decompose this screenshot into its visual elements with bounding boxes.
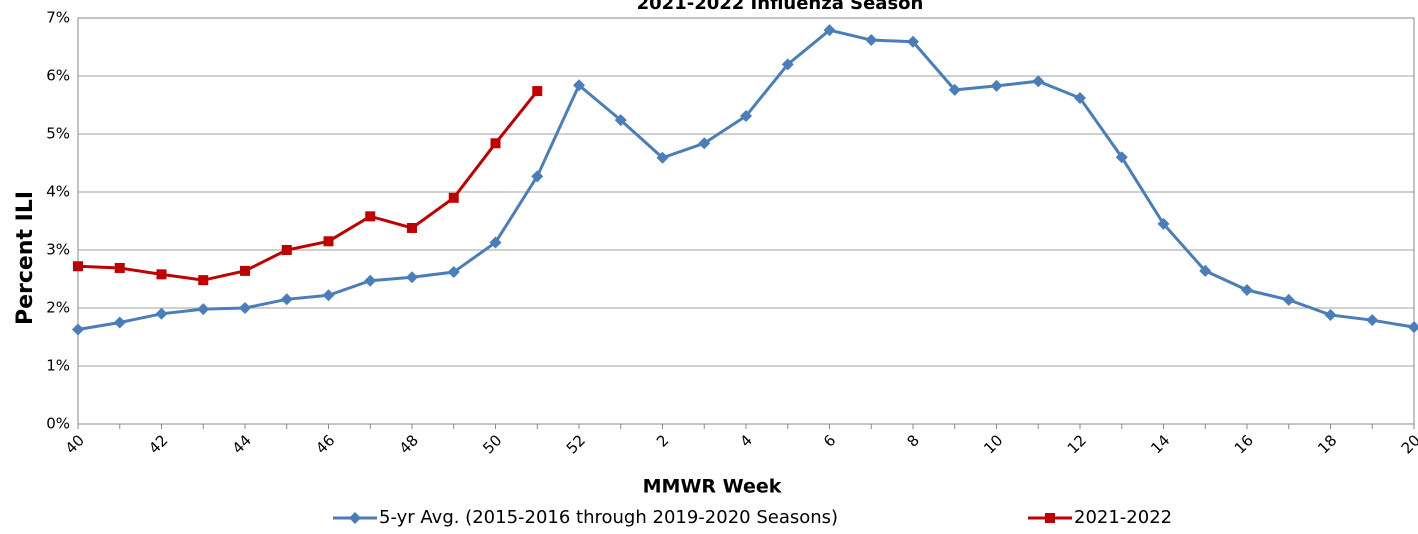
marker [240,265,250,276]
y-tick-label: 6% [46,67,70,85]
marker [1115,151,1128,164]
marker [490,138,501,149]
x-tick-label: 20 [1398,431,1418,457]
x-tick-label: 12 [1064,431,1090,457]
y-tick-label: 3% [46,241,70,259]
marker [823,24,836,37]
x-tick-label: 42 [145,431,171,457]
marker [448,192,459,203]
marker [990,79,1003,92]
chart-title: 2021-2022 Influenza Season [637,0,924,14]
marker [1199,264,1212,277]
marker [948,83,961,96]
marker [323,236,334,247]
marker [281,245,292,255]
marker [1324,308,1337,321]
marker [1045,513,1055,523]
x-tick-label: 50 [479,431,505,457]
marker [614,114,627,127]
marker [656,151,669,164]
x-tick-label: 48 [396,431,422,457]
marker [865,34,878,47]
marker [698,137,711,150]
marker [280,293,293,306]
y-tick-label: 5% [46,125,70,143]
x-tick-label: 10 [980,431,1006,457]
marker [1157,217,1170,230]
y-tick-label: 1% [46,357,70,375]
x-tick-label: 6 [820,431,839,450]
marker [73,261,83,272]
marker [740,110,752,123]
y-tick-label: 7% [46,9,70,27]
marker [406,271,418,284]
marker [907,35,919,48]
y-tick-label: 2% [46,299,70,317]
series-line [77,90,539,282]
y-tick-label: 4% [46,183,70,201]
marker [197,303,210,316]
marker [447,266,460,279]
marker [72,323,84,336]
x-tick-label: 16 [1231,431,1257,457]
marker [1074,92,1086,105]
x-tick-label: 46 [312,431,338,457]
x-tick-label: 18 [1314,431,1340,457]
series-line [77,28,1415,331]
x-tick-label: 44 [229,431,255,457]
marker [113,316,126,329]
x-tick-label: 8 [904,431,923,450]
marker [114,262,125,273]
marker [489,236,502,249]
marker [364,274,377,287]
marker [573,79,585,92]
x-tick-label: 40 [62,431,88,457]
marker [322,289,335,302]
x-tick-label: 4 [737,431,756,450]
marker [531,170,544,183]
x-tick-label: 14 [1147,431,1173,457]
marker [1241,284,1253,297]
x-axis-title: MMWR Week [643,476,782,498]
marker [365,211,376,222]
marker [1282,293,1295,306]
marker [1408,321,1418,334]
marker [198,275,209,286]
y-axis-title: Percent ILI [13,191,38,325]
marker [349,512,361,524]
marker [407,222,417,233]
legend-label: 5-yr Avg. (2015-2016 through 2019-2020 S… [379,507,838,528]
y-tick-label: 0% [46,415,70,433]
marker [239,302,251,314]
x-tick-label: 2 [653,431,672,450]
legend-label: 2021-2022 [1074,507,1172,528]
marker [532,86,543,97]
marker [781,58,794,71]
marker [1032,75,1045,88]
marker [155,307,168,320]
plot-border [77,17,1415,425]
marker [1366,314,1379,327]
marker [156,269,167,280]
x-tick-label: 52 [563,431,589,457]
